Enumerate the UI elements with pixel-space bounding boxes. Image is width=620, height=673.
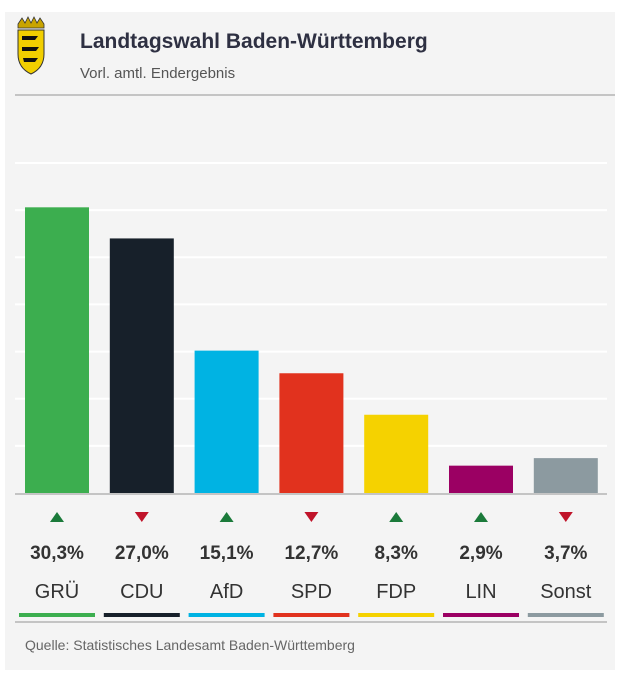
party-color-line xyxy=(19,613,95,617)
category-label: AfD xyxy=(210,581,243,603)
bar-fdp xyxy=(364,414,429,493)
header-divider xyxy=(15,94,615,96)
category-label: FDP xyxy=(376,581,416,603)
trend-up-icon xyxy=(474,512,488,522)
bar-grü xyxy=(25,207,89,494)
category-label: GRÜ xyxy=(35,581,79,603)
value-label: 15,1% xyxy=(200,543,254,564)
trend-up-icon xyxy=(389,512,404,522)
trend-down-icon xyxy=(304,512,319,522)
value-label: 12,7% xyxy=(284,543,338,564)
value-label: 2,9% xyxy=(459,543,502,564)
category-label: LIN xyxy=(465,581,496,603)
bar-cdu xyxy=(109,238,174,493)
chart-panel xyxy=(5,12,615,670)
value-label: 8,3% xyxy=(375,543,418,564)
bar-lin xyxy=(449,465,513,493)
party-color-line xyxy=(443,613,519,617)
coat-of-arms-logo xyxy=(17,16,45,75)
bar-sonst xyxy=(533,458,598,493)
party-color-line xyxy=(273,613,350,617)
value-label: 27,0% xyxy=(115,543,169,564)
source-note: Quelle: Statistisches Landesamt Baden-Wü… xyxy=(25,637,355,653)
bar-spd xyxy=(279,373,344,493)
trend-up-icon xyxy=(219,512,234,522)
bar-afd xyxy=(194,350,259,493)
category-label: CDU xyxy=(120,581,163,603)
chart-title: Landtagswahl Baden-Württemberg xyxy=(80,30,428,53)
value-label: 3,7% xyxy=(544,543,587,564)
party-color-line xyxy=(527,613,604,617)
trend-up-icon xyxy=(50,512,64,522)
trend-down-icon xyxy=(134,512,149,522)
category-label: Sonst xyxy=(540,581,592,603)
party-color-line xyxy=(358,613,435,617)
chart-subtitle: Vorl. amtl. Endergebnis xyxy=(80,65,236,82)
category-label: SPD xyxy=(291,581,332,603)
party-color-line xyxy=(188,613,265,617)
value-label: 30,3% xyxy=(30,543,84,564)
trend-down-icon xyxy=(558,512,573,522)
party-color-line xyxy=(103,613,180,617)
